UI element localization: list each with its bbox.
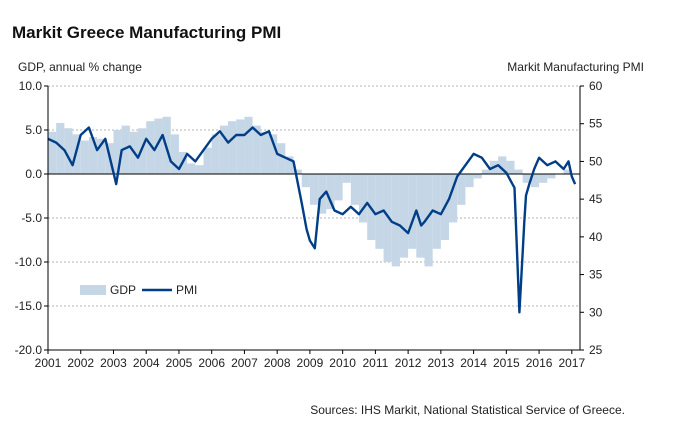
pmi-line-group [47, 126, 577, 314]
gdp-bar [244, 116, 253, 174]
x-tick-label: 2004 [133, 356, 160, 370]
gdp-bar [318, 174, 327, 214]
gdp-bar [88, 137, 98, 174]
gdp-bar [113, 130, 122, 174]
y-left-tick-label: -15.0 [15, 299, 43, 313]
gdp-bar [498, 156, 507, 174]
gdp-bar [530, 174, 540, 188]
gdp-bar [285, 156, 294, 174]
x-tick-label: 2002 [67, 356, 94, 370]
gdp-bars [48, 116, 572, 267]
gdp-bar [481, 169, 490, 174]
gdp-bar [170, 134, 179, 174]
gdp-bar [399, 174, 409, 258]
gdp-bar [539, 174, 548, 183]
y-right-tick-label: 40 [589, 230, 603, 244]
x-tick-label: 2008 [264, 356, 291, 370]
x-tick-label: 2003 [100, 356, 127, 370]
x-tick-label: 2009 [297, 356, 324, 370]
y-right-tick-label: 50 [589, 154, 603, 168]
gdp-bar [326, 174, 335, 210]
y-right-tick-label: 30 [589, 305, 603, 319]
gdp-bar [252, 125, 261, 174]
x-tick-label: 2001 [35, 356, 62, 370]
gdp-bar [301, 174, 310, 188]
y-left-tick-label: 5.0 [25, 123, 42, 137]
y-right-tick-label: 60 [589, 79, 603, 93]
x-tick-label: 2007 [231, 356, 258, 370]
pmi-line [47, 126, 577, 314]
x-tick-label: 2013 [428, 356, 455, 370]
gdp-bar [391, 174, 400, 267]
gdp-bar [97, 138, 106, 174]
y-left-tick-label: -5.0 [21, 211, 42, 225]
gdp-bar [64, 128, 73, 174]
tick-labels: 10.0 5.0 0.0 -5.0 -10.0 -15.0 -20.0 60 55 50 45 40 3… [15, 79, 603, 370]
gdp-bar [293, 169, 302, 174]
gdp-bar [449, 174, 458, 223]
y-left-tick-label: -20.0 [15, 343, 43, 357]
gdp-bar [80, 140, 89, 174]
gdp-bar [342, 174, 351, 183]
y-left-tick-label: -10.0 [15, 255, 43, 269]
gdp-bar [424, 174, 433, 267]
right-axis-label: Markit Manufacturing PMI [507, 60, 644, 74]
x-tick-label: 2005 [166, 356, 193, 370]
gdp-bar [522, 174, 531, 183]
legend-gdp-label: GDP [110, 283, 136, 297]
x-tick-label: 2015 [493, 356, 520, 370]
gdp-bar [268, 134, 278, 174]
gdp-bar [350, 174, 360, 205]
x-tick-label: 2012 [395, 356, 422, 370]
gdp-bar [309, 174, 319, 205]
gdp-bar [408, 174, 417, 249]
legend-gdp-swatch [80, 285, 106, 295]
gdp-bar [465, 174, 474, 188]
gdp-bar [146, 121, 155, 174]
gdp-bar [56, 122, 65, 174]
gdp-bar [228, 121, 237, 174]
x-tick-label: 2017 [558, 356, 585, 370]
gdp-bar [187, 163, 196, 174]
gdp-bar [203, 147, 212, 174]
gdp-bar [121, 125, 130, 174]
y-right-tick-label: 35 [589, 268, 603, 282]
source-note: Sources: IHS Markit, National Statistica… [310, 403, 625, 417]
gdp-bar [334, 174, 343, 201]
y-right-tick-label: 45 [589, 192, 603, 206]
gdp-bar [514, 169, 523, 174]
x-tick-label: 2010 [329, 356, 356, 370]
gdp-bar [260, 131, 269, 174]
legend-pmi-label: PMI [176, 283, 197, 297]
gdp-bar [154, 118, 163, 174]
gdp-bar [547, 174, 556, 179]
gdp-bar [473, 174, 482, 179]
x-tick-label: 2014 [460, 356, 487, 370]
y-left-tick-label: 0.0 [25, 167, 42, 181]
gdp-bar [211, 134, 220, 174]
gdp-bar [506, 160, 515, 174]
legend: GDP PMI [80, 283, 197, 297]
y-right-tick-label: 55 [589, 117, 603, 131]
gdp-bar [416, 174, 425, 258]
gdp-bar [359, 174, 368, 223]
gdp-bar [277, 143, 286, 174]
gdp-bar [219, 125, 229, 174]
gdp-bar [48, 131, 57, 174]
x-tick-label: 2006 [198, 356, 225, 370]
chart-title: Markit Greece Manufacturing PMI [12, 23, 281, 42]
gdp-bar [563, 169, 572, 174]
gdp-bar [457, 174, 466, 205]
y-left-tick-label: 10.0 [19, 79, 43, 93]
x-tick-label: 2011 [362, 356, 388, 370]
y-right-tick-label: 25 [589, 343, 603, 357]
x-tick-label: 2016 [526, 356, 553, 370]
left-axis-label: GDP, annual % change [18, 60, 142, 74]
gdp-bar [195, 165, 204, 174]
gdp-bar [236, 119, 245, 174]
